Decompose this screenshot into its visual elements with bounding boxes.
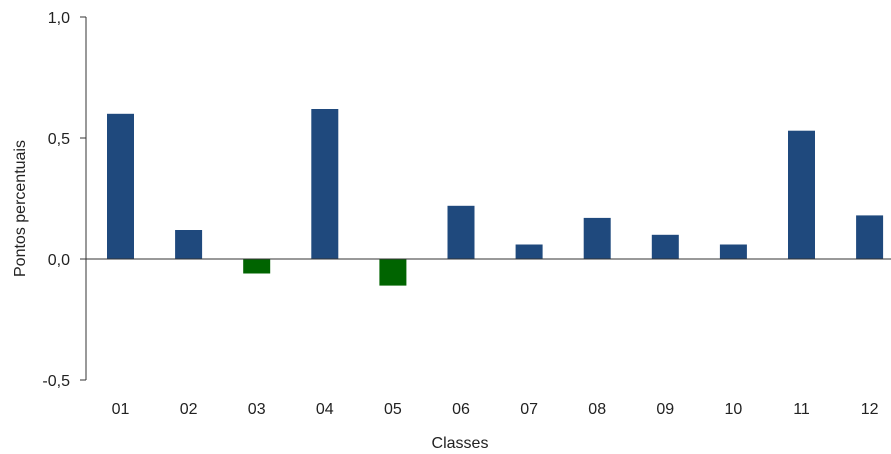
bar-11: [788, 130, 815, 259]
bar-09: [651, 234, 679, 259]
x-tick-label-03: 03: [248, 401, 266, 418]
x-tick-label-08: 08: [588, 401, 606, 418]
x-tick-label-07: 07: [520, 401, 538, 418]
bar-05: [379, 259, 407, 286]
bar-07: [515, 244, 543, 259]
bar-12: [856, 215, 884, 259]
y-tick-label: -0,5: [42, 373, 70, 390]
bars: [107, 109, 884, 286]
bar-01: [107, 113, 134, 259]
x-tick-label-10: 10: [725, 401, 743, 418]
x-tick-label-12: 12: [861, 401, 879, 418]
x-tick-label-04: 04: [316, 401, 334, 418]
y-tick-label: 0,5: [48, 131, 70, 148]
y-tick-label: 1,0: [48, 10, 70, 27]
bar-06: [447, 205, 475, 259]
x-tick-label-06: 06: [452, 401, 470, 418]
bar-03: [243, 259, 271, 274]
x-tick-label-09: 09: [656, 401, 674, 418]
bar-08: [583, 217, 611, 259]
x-tick-label-05: 05: [384, 401, 402, 418]
x-axis-labels: 01 02 03 04 05 06 07 08 09 10 11 12: [112, 401, 879, 418]
x-axis-title: Classes: [432, 435, 489, 452]
bar-10: [719, 244, 747, 259]
y-tick-label: 0,0: [48, 252, 70, 269]
y-axis-title: Pontos percentuais: [12, 140, 29, 277]
x-tick-label-02: 02: [180, 401, 198, 418]
bar-04: [311, 109, 339, 259]
x-tick-label-01: 01: [112, 401, 130, 418]
x-tick-label-11: 11: [793, 401, 810, 418]
bar-02: [175, 230, 203, 259]
y-axis-ticks: 1,0 0,5 0,0 -0,5: [42, 10, 86, 390]
